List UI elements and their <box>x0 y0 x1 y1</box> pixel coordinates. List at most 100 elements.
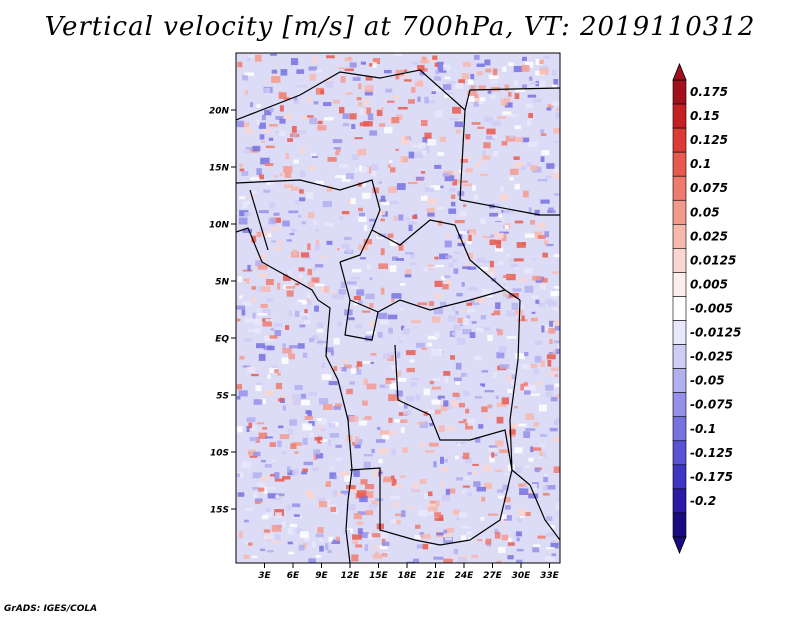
field-cell <box>479 267 489 271</box>
lon-tick-label: 12E <box>341 571 361 581</box>
field-cell <box>318 538 323 542</box>
field-cell <box>319 439 328 442</box>
field-cell <box>387 233 394 238</box>
field-cell <box>506 294 511 299</box>
field-cell <box>527 94 537 98</box>
field-cell <box>293 514 300 517</box>
field-cell <box>247 54 254 58</box>
field-cell <box>471 122 481 125</box>
field-cell <box>246 417 256 423</box>
field-cell <box>275 512 282 519</box>
field-cell <box>356 75 362 78</box>
field-cell <box>307 212 315 218</box>
field-cell <box>283 166 293 173</box>
field-cell <box>299 197 306 202</box>
field-cell <box>365 484 375 490</box>
field-cell <box>427 212 435 217</box>
field-cell <box>486 294 493 298</box>
field-cell <box>320 428 325 432</box>
field-cell <box>277 282 281 290</box>
field-cell <box>352 154 359 161</box>
field-cell <box>520 166 526 170</box>
field-cell <box>285 153 289 160</box>
field-cell <box>392 520 401 525</box>
colorbar-label: -0.075 <box>690 398 733 412</box>
field-cell <box>241 461 252 469</box>
field-cell <box>249 455 258 458</box>
field-cell <box>433 293 443 298</box>
field-cell <box>540 360 545 367</box>
field-cell <box>294 451 299 454</box>
field-cell <box>520 383 524 391</box>
field-cell <box>517 509 526 516</box>
field-cell <box>507 389 512 393</box>
field-cell <box>329 466 334 470</box>
field-cell <box>315 87 324 95</box>
field-cell <box>485 68 492 73</box>
field-cell <box>273 494 279 498</box>
field-cell <box>354 167 359 173</box>
field-cell <box>251 191 257 194</box>
field-cell <box>254 501 263 504</box>
field-cell <box>258 432 268 439</box>
field-cell <box>277 440 282 447</box>
field-cell <box>446 233 450 239</box>
field-cell <box>380 248 385 256</box>
field-cell <box>395 513 402 517</box>
field-cell <box>349 415 359 422</box>
field-cell <box>407 395 414 401</box>
field-cell <box>389 265 397 273</box>
field-cell <box>398 243 404 251</box>
field-cell <box>488 271 495 279</box>
field-cell <box>478 424 484 429</box>
field-cell <box>505 254 510 257</box>
field-cell <box>264 464 272 468</box>
field-cell <box>269 202 276 209</box>
field-cell <box>546 372 556 376</box>
field-cell <box>435 110 443 118</box>
field-cell <box>407 221 417 225</box>
field-cell <box>447 81 457 85</box>
field-cell <box>238 390 248 397</box>
field-cell <box>467 308 475 313</box>
field-cell <box>507 542 515 546</box>
field-cell <box>392 256 398 261</box>
field-cell <box>281 357 289 364</box>
field-cell <box>356 361 363 367</box>
field-cell <box>394 484 405 488</box>
field-cell <box>252 486 260 490</box>
field-cell <box>446 528 455 533</box>
field-cell <box>344 68 354 72</box>
field-cell <box>541 325 545 333</box>
field-cell <box>467 266 477 270</box>
field-cell <box>271 76 281 83</box>
field-cell <box>315 453 324 459</box>
field-cell <box>432 55 438 60</box>
field-cell <box>501 466 506 470</box>
chart-title: Vertical velocity [m/s] at 700hPa, VT: 2… <box>44 12 756 42</box>
field-cell <box>398 401 403 407</box>
field-cell <box>436 532 444 536</box>
field-cell <box>515 353 525 360</box>
field-cell <box>530 82 539 85</box>
field-cell <box>443 371 451 376</box>
field-cell <box>391 298 395 302</box>
field-cell <box>410 377 420 381</box>
field-cell <box>510 168 519 175</box>
field-cell <box>462 329 472 335</box>
field-cell <box>429 380 435 385</box>
field-cell <box>445 255 453 259</box>
field-cell <box>505 505 511 510</box>
field-cell <box>255 54 262 62</box>
field-cell <box>307 300 312 306</box>
colorbar-swatch <box>672 392 687 418</box>
field-cell <box>352 441 356 446</box>
field-cell <box>302 438 308 445</box>
field-cell <box>273 212 280 216</box>
field-cell <box>557 341 560 346</box>
lon-tick-label: 30E <box>512 571 532 581</box>
field-cell <box>471 321 477 324</box>
field-cell <box>288 353 295 360</box>
field-cell <box>324 222 334 227</box>
field-cell <box>245 318 254 323</box>
